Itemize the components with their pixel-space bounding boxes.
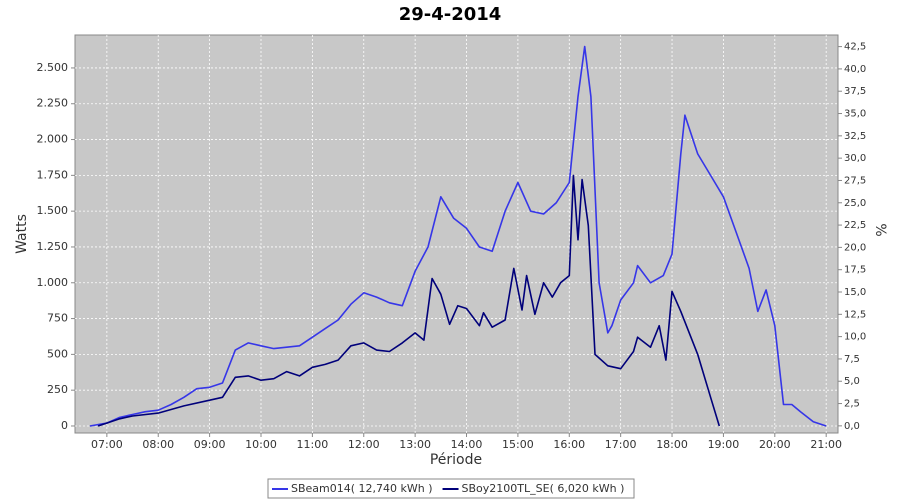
y-tick-label: 2.500 [37, 61, 69, 74]
x-tick-label: 11:00 [297, 438, 329, 451]
y2-tick-label: 42,5 [844, 42, 866, 53]
legend-label: SBeam014( 12,740 kWh ) [291, 482, 433, 495]
y2-tick-label: 17,5 [844, 265, 866, 276]
x-tick-label: 21:00 [810, 438, 842, 451]
x-tick-label: 15:00 [502, 438, 534, 451]
y-tick-label: 1.250 [37, 240, 69, 253]
y2-tick-label: 2,5 [844, 399, 860, 410]
x-tick-label: 08:00 [142, 438, 174, 451]
y2-tick-label: 15,0 [844, 287, 866, 298]
y2-tick-label: 22,5 [844, 220, 866, 231]
y2-tick-label: 7,5 [844, 354, 860, 365]
y-tick-label: 750 [47, 312, 68, 325]
legend-label: SBoy2100TL_SE( 6,020 kWh ) [462, 482, 625, 495]
y2-tick-label: 20,0 [844, 242, 866, 253]
y2-tick-label: 35,0 [844, 109, 866, 120]
x-tick-label: 12:00 [348, 438, 380, 451]
x-tick-label: 18:00 [656, 438, 688, 451]
x-tick-label: 09:00 [194, 438, 226, 451]
y2-tick-label: 32,5 [844, 131, 866, 142]
series-line [89, 45, 827, 427]
y-tick-label: 1.500 [37, 204, 69, 217]
y2-tick-label: 25,0 [844, 198, 866, 209]
y-tick-label: 500 [47, 347, 68, 360]
y2-axis-label: % [872, 223, 888, 236]
y-tick-label: 2.250 [37, 97, 69, 110]
x-axis-label: Période [430, 452, 482, 468]
x-tick-label: 16:00 [553, 438, 585, 451]
y-tick-label: 2.000 [37, 133, 69, 146]
y-tick-label: 1.000 [37, 276, 69, 289]
y-axis-label: Watts [14, 214, 30, 254]
y-tick-label: 250 [47, 383, 68, 396]
x-tick-label: 19:00 [708, 438, 740, 451]
x-tick-label: 13:00 [399, 438, 431, 451]
y2-tick-label: 10,0 [844, 332, 866, 343]
x-tick-label: 10:00 [245, 438, 277, 451]
chart-title: 29-4-2014 [399, 4, 502, 25]
x-tick-label: 14:00 [451, 438, 483, 451]
y2-tick-label: 27,5 [844, 175, 866, 186]
y2-tick-label: 12,5 [844, 309, 866, 320]
plot-area [74, 34, 839, 434]
y-tick-label: 0 [61, 419, 68, 432]
x-tick-label: 20:00 [759, 438, 791, 451]
y2-tick-label: 5,0 [844, 376, 860, 387]
series-line [97, 174, 721, 427]
x-tick-label: 07:00 [91, 438, 123, 451]
y2-tick-label: 0,0 [844, 421, 860, 432]
y2-tick-label: 40,0 [844, 64, 866, 75]
x-tick-label: 17:00 [605, 438, 637, 451]
y-tick-label: 1.750 [37, 168, 69, 181]
y2-tick-label: 37,5 [844, 86, 866, 97]
y2-tick-label: 30,0 [844, 153, 866, 164]
